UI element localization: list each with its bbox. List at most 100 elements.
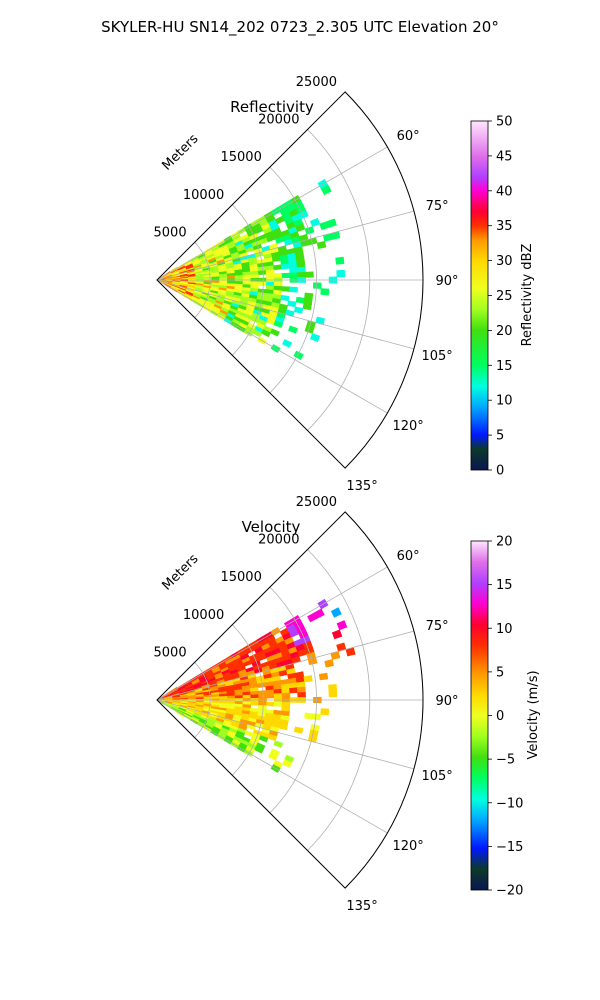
colorbar-tick-label: 10 bbox=[496, 622, 513, 637]
data-cell bbox=[305, 271, 314, 278]
data-cell bbox=[311, 713, 321, 721]
radial-tick-label: 5000 bbox=[154, 645, 187, 660]
data-cell bbox=[326, 218, 337, 228]
data-cell bbox=[304, 226, 315, 235]
data-cell bbox=[296, 686, 306, 693]
data-cell bbox=[328, 690, 338, 698]
reflectivity-panel: Reflectivity 5000 10000 15000 20000 25000 60°… bbox=[154, 75, 535, 494]
data-cell bbox=[312, 282, 322, 289]
colorbar: 0 5 10 15 20 25 30 35 40 45 50 Reflectivity dBZ bbox=[470, 115, 535, 479]
data-cell bbox=[273, 701, 283, 707]
data-cell bbox=[316, 240, 327, 250]
data-cell bbox=[320, 288, 330, 296]
data-cell bbox=[328, 683, 338, 692]
angle-tick-label: 135° bbox=[346, 899, 377, 914]
data-cell bbox=[273, 688, 283, 695]
data-cell bbox=[335, 256, 345, 265]
colorbar-label: Reflectivity dBZ bbox=[520, 244, 535, 347]
data-cell bbox=[273, 740, 284, 749]
data-cell bbox=[261, 329, 271, 338]
data-cell bbox=[309, 217, 321, 227]
data-cell bbox=[250, 694, 260, 699]
data-cell bbox=[297, 271, 306, 278]
velocity-data bbox=[156, 598, 356, 773]
colorbar-tick-label: −5 bbox=[496, 753, 515, 768]
data-cell bbox=[227, 695, 236, 700]
data-cell bbox=[266, 701, 275, 707]
panel-title: Reflectivity bbox=[230, 98, 314, 116]
angle-tick-label: 135° bbox=[346, 479, 377, 494]
data-cell bbox=[280, 294, 290, 302]
data-cell bbox=[266, 693, 275, 699]
polar-frame bbox=[156, 511, 424, 889]
angle-tick-label: 90° bbox=[435, 274, 458, 289]
colorbar-tick-label: 50 bbox=[496, 115, 513, 130]
data-cell bbox=[313, 608, 325, 619]
data-cell bbox=[324, 659, 334, 668]
data-cell bbox=[330, 231, 341, 240]
data-cell bbox=[330, 607, 342, 618]
data-cell bbox=[309, 333, 321, 343]
grid-spoke bbox=[156, 566, 388, 701]
colorbar-tick-label: 25 bbox=[496, 289, 513, 304]
radial-tick-label: 25000 bbox=[296, 495, 337, 510]
polar-labels: 5000 10000 15000 20000 25000 60° 75° 90° 105° 120… bbox=[154, 75, 459, 494]
data-cell bbox=[265, 269, 275, 275]
data-cell bbox=[304, 712, 314, 720]
colorbar-tick-label: 30 bbox=[496, 254, 513, 269]
data-cell bbox=[234, 275, 244, 279]
grid-spoke bbox=[156, 146, 388, 281]
polar-frame bbox=[156, 91, 424, 469]
colorbar-tick-label: −20 bbox=[496, 884, 523, 899]
data-cell bbox=[250, 701, 260, 706]
data-cell bbox=[330, 651, 341, 660]
data-cell bbox=[227, 275, 236, 280]
velocity-panel: Velocity 5000 10000 15000 20000 25000 60° 75° 9… bbox=[154, 495, 541, 914]
data-cell bbox=[296, 261, 306, 269]
grid-spoke bbox=[156, 279, 415, 350]
radial-tick-label: 20000 bbox=[258, 113, 299, 128]
colorbar-tick-label: 0 bbox=[496, 464, 504, 479]
colorbar: 20 15 10 5 0 −5 −10 −15 −20 Velocity (m/s) bbox=[470, 535, 541, 899]
data-cell bbox=[289, 286, 298, 293]
data-cell bbox=[293, 350, 304, 361]
data-cell bbox=[287, 300, 297, 308]
data-cell bbox=[281, 272, 291, 279]
data-cell bbox=[296, 681, 306, 689]
data-cell bbox=[281, 688, 291, 694]
data-cell bbox=[336, 269, 346, 278]
colorbar-tick-label: 0 bbox=[496, 709, 504, 724]
grid-spoke bbox=[156, 699, 415, 770]
angle-tick-label: 75° bbox=[426, 619, 449, 634]
angle-tick-label: 105° bbox=[421, 769, 452, 784]
data-cell bbox=[289, 267, 298, 274]
grid-spoke bbox=[156, 279, 388, 414]
grid-spoke bbox=[156, 630, 415, 701]
colorbar-tick-label: 15 bbox=[496, 578, 513, 593]
data-cell bbox=[258, 281, 267, 287]
grid-spoke bbox=[156, 699, 388, 834]
data-cell bbox=[320, 184, 332, 196]
angle-tick-label: 60° bbox=[397, 129, 420, 144]
colorbar-tick-label: 20 bbox=[496, 324, 513, 339]
colorbar-tick-label: 20 bbox=[496, 535, 513, 550]
colorbar-label: Velocity (m/s) bbox=[526, 670, 541, 759]
reflectivity-data bbox=[156, 178, 346, 361]
data-cell bbox=[320, 708, 330, 716]
data-cell bbox=[298, 210, 309, 220]
data-cell bbox=[318, 672, 329, 681]
data-cell bbox=[273, 264, 283, 271]
data-cell bbox=[280, 263, 290, 270]
data-cell bbox=[265, 689, 275, 695]
colorbar-tick-label: −15 bbox=[496, 840, 523, 855]
data-cell bbox=[289, 272, 299, 278]
data-cell bbox=[273, 273, 283, 279]
data-cell bbox=[288, 325, 298, 334]
data-cell bbox=[273, 320, 284, 329]
data-cell bbox=[176, 711, 185, 718]
data-cell bbox=[242, 274, 252, 279]
data-cell bbox=[331, 629, 343, 640]
angle-tick-label: 60° bbox=[397, 549, 420, 564]
panel-title: Velocity bbox=[242, 518, 301, 536]
radial-tick-label: 25000 bbox=[296, 75, 337, 90]
